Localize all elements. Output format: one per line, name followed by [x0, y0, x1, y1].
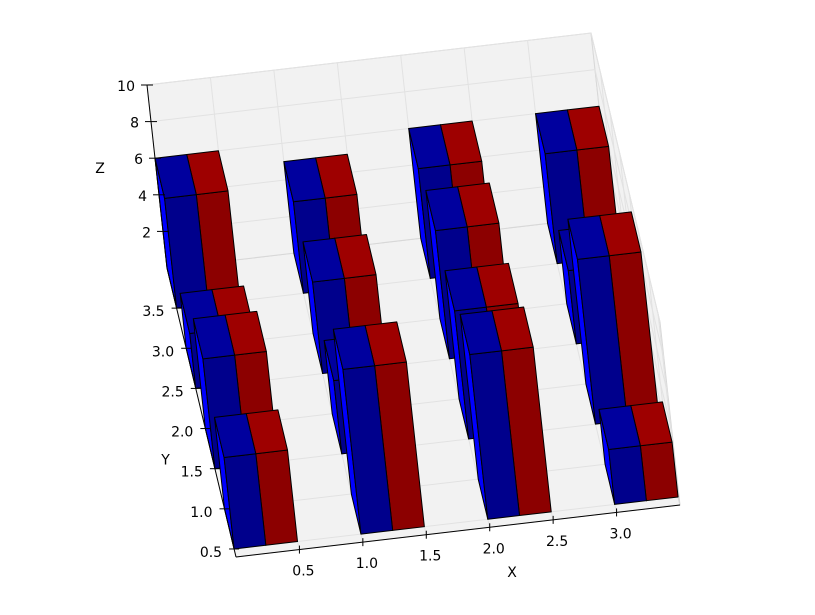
bar-top [598, 405, 641, 451]
bar-front [639, 441, 679, 502]
bar [154, 153, 209, 309]
z-tick-label: 2 [142, 225, 151, 241]
y-tick-label: 3.0 [152, 344, 174, 360]
bars [154, 105, 679, 550]
x-axis-label: X [507, 565, 517, 581]
x-tick-label: 1.5 [419, 549, 441, 565]
bar-top [154, 153, 197, 199]
y-axis-label: Y [160, 453, 170, 469]
x-tick-label: 1.0 [356, 556, 378, 572]
y-tick-label: 1.0 [190, 505, 212, 521]
bar-top [408, 124, 451, 170]
y-tick-label: 2.5 [161, 384, 183, 400]
grid-line [158, 142, 604, 196]
z-tick-label: 6 [134, 152, 143, 168]
grid-line [224, 456, 669, 510]
z-axis-label: Z [95, 161, 105, 177]
bar-top [332, 325, 376, 370]
bar-top [283, 157, 326, 203]
y-tick-label: 1.5 [181, 465, 203, 481]
grid-line [150, 69, 596, 123]
x-tick-label: 3.0 [609, 526, 631, 542]
bar [459, 310, 521, 520]
z-tick-label: 10 [117, 79, 135, 95]
bar [598, 405, 647, 505]
bar-top [535, 109, 578, 155]
grid-line [146, 32, 592, 86]
bar-top [567, 215, 610, 260]
bar-top [302, 237, 345, 283]
x-tick-label: 2.0 [483, 541, 505, 557]
bar-top [444, 266, 487, 312]
grid-line [154, 105, 600, 159]
y-tick-label: 2.0 [171, 425, 193, 441]
bar-top [192, 314, 236, 360]
y-tick-label: 3.5 [142, 304, 164, 320]
bar-front [608, 445, 647, 505]
axes: 0.5 1.0 1.5 2.0 2.5 3.0 0.5 1.0 1.5 2.0 2.5 3.0 3.5 2… [95, 79, 681, 581]
y-tick-label: 0.5 [200, 545, 222, 561]
bar-top [214, 413, 257, 458]
bar [332, 325, 394, 535]
z-tick-label: 4 [138, 189, 147, 205]
grid-line [234, 496, 679, 550]
z-axis [146, 84, 168, 269]
bar [567, 215, 628, 425]
grid-line [590, 32, 661, 323]
bar-top [425, 186, 468, 232]
bar-top [459, 310, 503, 356]
grid-line [176, 255, 621, 309]
grid-line [162, 178, 608, 232]
x-tick-label: 2.5 [546, 534, 568, 550]
z-tick-label: 8 [130, 116, 139, 132]
x-axis [235, 504, 681, 558]
bar [214, 413, 267, 550]
x-tick-label: 0.5 [292, 564, 314, 580]
